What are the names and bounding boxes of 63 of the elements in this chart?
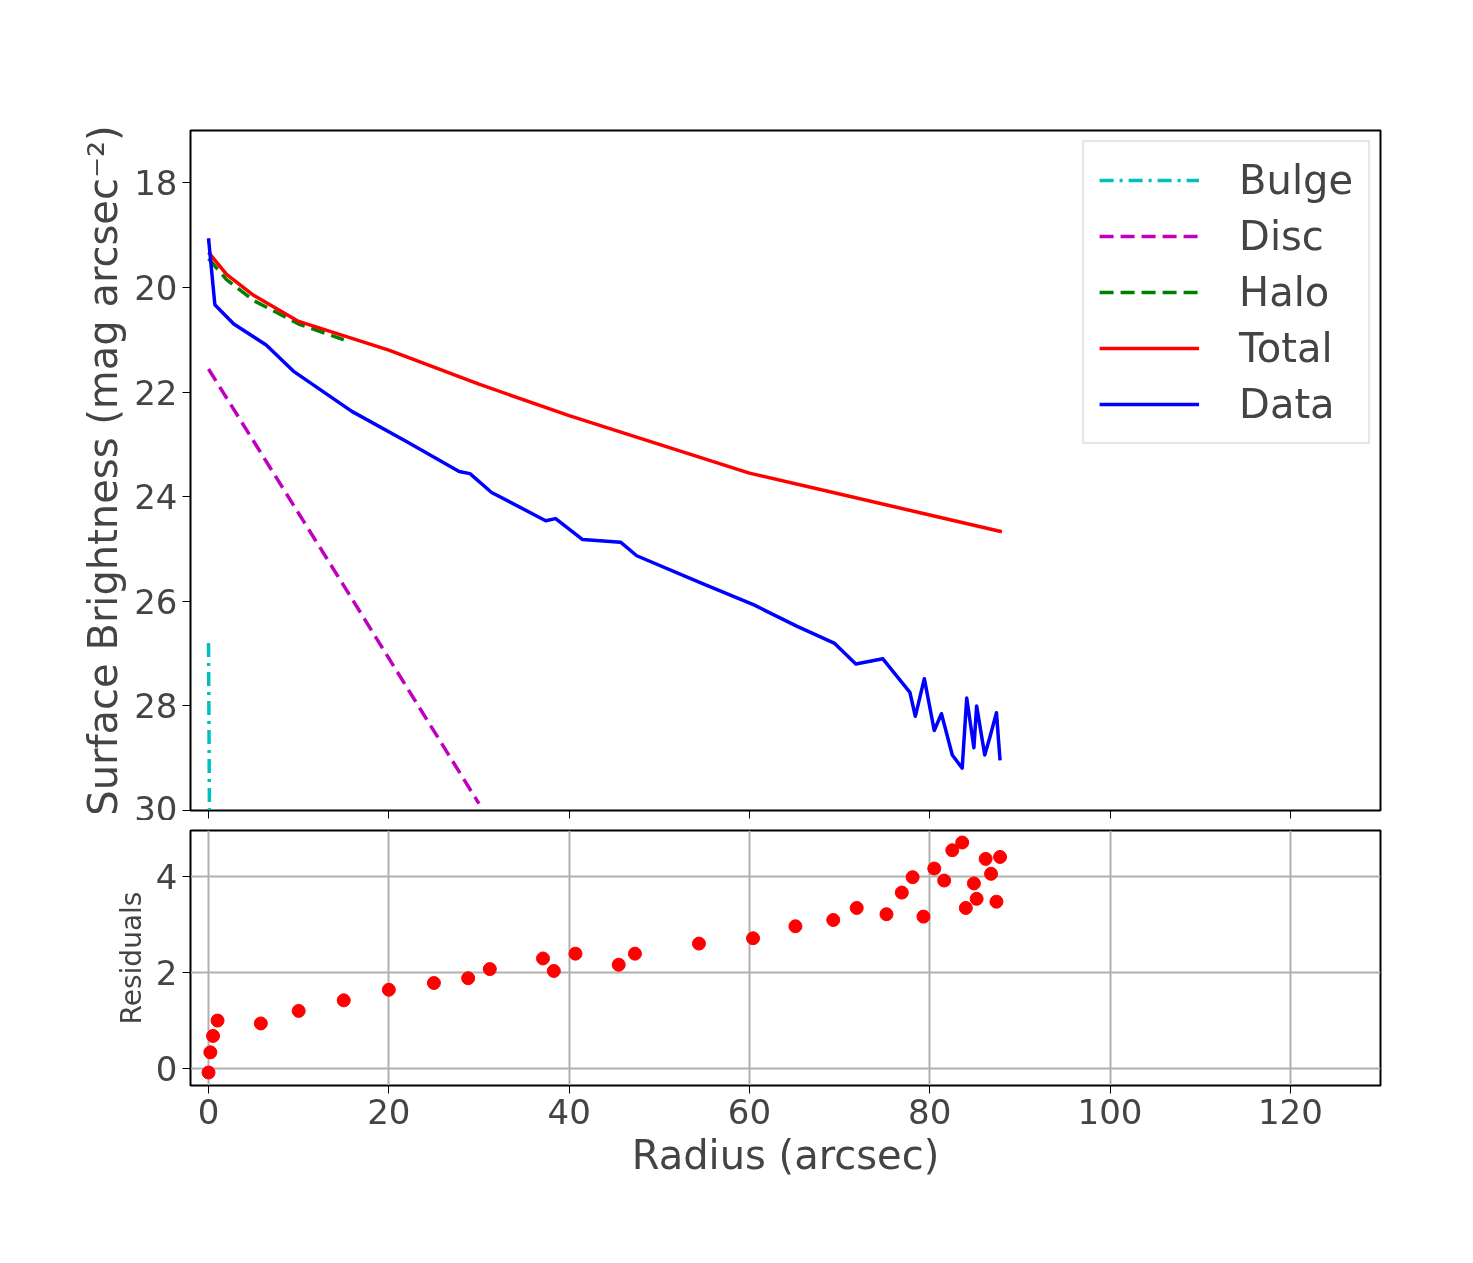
- point: [984, 866, 999, 881]
- point: [535, 951, 550, 966]
- point: [966, 876, 981, 891]
- x-axis-title: Radius (arcsec): [631, 1131, 940, 1178]
- x-tick-label: 0: [197, 1091, 220, 1132]
- y-tick-label: 4: [155, 856, 178, 897]
- line-series: [206, 250, 1004, 534]
- line-series: [206, 236, 1002, 770]
- y-tick-label: 24: [134, 477, 178, 518]
- y-axis-title: Surface Brightness (mag arcsec⁻²): [80, 125, 127, 816]
- point: [993, 849, 1008, 864]
- y-tick-label: 2: [155, 952, 178, 993]
- point: [546, 964, 561, 978]
- point: [206, 1028, 221, 1043]
- point: [945, 843, 960, 858]
- point: [927, 861, 942, 876]
- point: [849, 900, 864, 915]
- point: [201, 1065, 216, 1080]
- point: [203, 1045, 218, 1060]
- point: [746, 931, 761, 946]
- point: [482, 962, 497, 977]
- point: [461, 971, 476, 986]
- x-tick-label: 40: [547, 1091, 591, 1132]
- point: [291, 1003, 306, 1018]
- point: [788, 919, 803, 934]
- point: [989, 894, 1004, 909]
- point: [879, 907, 894, 922]
- legend-label: Bulge: [1239, 157, 1353, 203]
- point: [969, 891, 984, 906]
- point: [611, 957, 626, 972]
- x-tick-label: 80: [908, 1091, 952, 1132]
- legend-label: Data: [1239, 381, 1335, 427]
- y-axis-title: Residuals: [114, 891, 148, 1025]
- legend-label: Total: [1239, 325, 1333, 371]
- point: [905, 870, 920, 885]
- point: [978, 851, 993, 866]
- point: [826, 913, 841, 927]
- point: [627, 946, 642, 961]
- y-tick-label: 18: [134, 163, 178, 204]
- x-tick-label: 100: [1077, 1091, 1143, 1132]
- point: [253, 1016, 268, 1031]
- point: [336, 993, 351, 1008]
- x-tick-label: 60: [727, 1091, 772, 1132]
- point: [894, 885, 909, 900]
- y-tick-label: 26: [134, 581, 178, 622]
- y-tick-label: 20: [134, 267, 178, 308]
- y-tick-label: 22: [134, 372, 178, 413]
- legend-label: Halo: [1239, 269, 1330, 315]
- x-tick-label: 120: [1257, 1091, 1323, 1132]
- line-series: [206, 256, 346, 342]
- point: [937, 873, 952, 888]
- point: [568, 946, 583, 961]
- point: [210, 1013, 225, 1028]
- point: [958, 900, 973, 915]
- legend-label: Disc: [1239, 213, 1324, 259]
- point: [955, 835, 970, 850]
- point: [916, 909, 931, 924]
- point: [381, 982, 396, 997]
- y-tick-label: 28: [134, 686, 178, 727]
- y-tick-label: 0: [155, 1049, 178, 1090]
- point: [426, 976, 441, 991]
- x-tick-label: 20: [367, 1091, 411, 1132]
- point: [691, 936, 706, 951]
